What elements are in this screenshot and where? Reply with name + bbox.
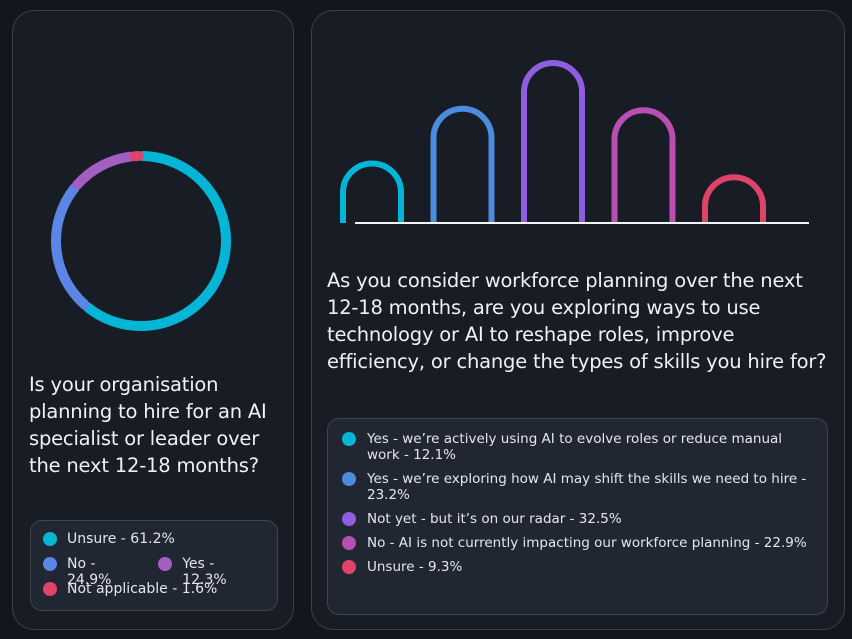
legend-label-yes: Yes - 12.3% <box>182 556 227 588</box>
right-survey-card: As you consider workforce planning over … <box>311 10 845 630</box>
left-survey-card: Is your organisation planning to hire fo… <box>12 10 294 630</box>
legend-item-yes: Yes - 12.3% <box>158 556 263 588</box>
legend-dot-unsure <box>43 532 57 546</box>
legend-row-no-impact: No - AI is not currently impacting our w… <box>342 535 813 551</box>
legend-dot-no <box>43 557 57 571</box>
legend-label-unsure: Unsure - 61.2% <box>67 531 175 547</box>
arch-bar-no-impact <box>611 107 676 223</box>
legend-dot-exploring <box>342 472 356 486</box>
donut-slice-yes <box>72 151 136 190</box>
legend-label-not-applicable: Not applicable - 1.6% <box>67 581 218 597</box>
legend-label-no-impact: No - AI is not currently impacting our w… <box>367 535 807 551</box>
legend-dot-unsure-2 <box>342 560 356 574</box>
legend-item-no: No - 24.9% <box>43 556 144 588</box>
arch-bar-exploring <box>430 105 495 223</box>
arch-bar-chart <box>340 60 809 224</box>
legend-row-exploring: Yes - we’re exploring how AI may shift t… <box>342 471 813 503</box>
legend-dot-actively-using <box>342 432 356 446</box>
donut-chart <box>51 151 231 331</box>
legend-dot-not-yet <box>342 512 356 526</box>
arch-bar-unsure <box>702 174 766 223</box>
legend-row-unsure: Unsure - 61.2% <box>43 531 277 556</box>
legend-row-unsure-2: Unsure - 9.3% <box>342 559 813 575</box>
legend-label-actively-using: Yes - we’re actively using AI to evolve … <box>367 431 783 463</box>
left-legend: Unsure - 61.2% No - 24.9% Yes - 12.3% No… <box>30 520 278 611</box>
legend-label-exploring: Yes - we’re exploring how AI may shift t… <box>367 471 807 503</box>
right-legend: Yes - we’re actively using AI to evolve … <box>327 418 828 615</box>
legend-label-unsure-2: Unsure - 9.3% <box>367 559 463 575</box>
legend-dot-no-impact <box>342 536 356 550</box>
arch-bar-not-yet <box>521 60 585 223</box>
legend-label-no: No - 24.9% <box>67 556 112 588</box>
legend-dot-yes <box>158 557 173 571</box>
donut-slice-no <box>51 183 90 310</box>
legend-dot-not-applicable <box>43 582 57 596</box>
donut-slice-unsure <box>82 151 231 331</box>
arch-bar-actively-using <box>340 160 404 223</box>
legend-row-no-yes: No - 24.9% Yes - 12.3% <box>43 556 277 588</box>
legend-row-not-applicable: Not applicable - 1.6% <box>43 581 277 606</box>
legend-row-actively-using: Yes - we’re actively using AI to evolve … <box>342 431 813 463</box>
legend-row-not-yet: Not yet - but it’s on our radar - 32.5% <box>342 511 813 527</box>
left-question-title: Is your organisation planning to hire fo… <box>29 373 267 477</box>
legend-label-not-yet: Not yet - but it’s on our radar - 32.5% <box>367 511 622 527</box>
right-question-title: As you consider workforce planning over … <box>327 269 827 373</box>
